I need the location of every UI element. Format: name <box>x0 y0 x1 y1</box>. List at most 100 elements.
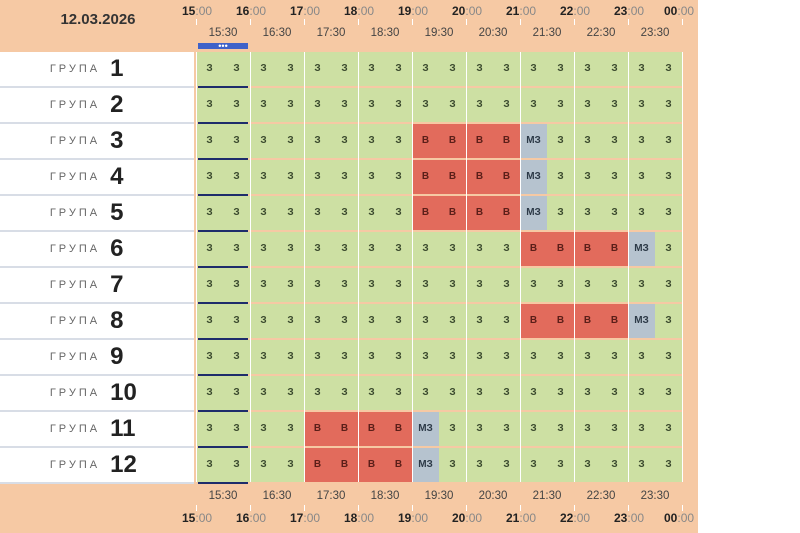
group-row-label[interactable]: ГРУПА 9 <box>0 340 194 376</box>
slot-cell[interactable]: З <box>331 196 358 230</box>
slot-cell[interactable]: МЗ <box>412 412 439 446</box>
slot-cell[interactable]: В <box>304 412 331 446</box>
slot-cell[interactable]: МЗ <box>628 232 655 266</box>
slot-cell[interactable]: З <box>466 232 493 266</box>
slot-cell[interactable]: З <box>196 412 223 446</box>
slot-cell[interactable]: З <box>574 268 601 302</box>
slot-cell[interactable]: З <box>439 52 466 86</box>
slot-cell[interactable]: З <box>250 412 277 446</box>
slot-cell[interactable]: В <box>385 412 412 446</box>
slot-cell[interactable]: З <box>250 196 277 230</box>
slot-cell[interactable]: З <box>493 88 520 122</box>
slot-cell[interactable]: З <box>223 304 250 338</box>
slot-cell[interactable]: З <box>412 268 439 302</box>
slot-cell[interactable]: З <box>520 88 547 122</box>
slot-cell[interactable]: З <box>493 52 520 86</box>
slot-cell[interactable]: З <box>385 88 412 122</box>
slot-cell[interactable]: З <box>304 160 331 194</box>
slot-cell[interactable]: З <box>304 340 331 374</box>
slot-cell[interactable]: З <box>493 412 520 446</box>
slot-cell[interactable]: З <box>277 448 304 482</box>
slot-cell[interactable]: З <box>331 232 358 266</box>
slot-cell[interactable]: З <box>223 124 250 158</box>
slot-cell[interactable]: З <box>439 232 466 266</box>
slot-cell[interactable]: З <box>412 304 439 338</box>
slot-cell[interactable]: З <box>277 268 304 302</box>
slot-cell[interactable]: З <box>304 376 331 410</box>
slot-cell[interactable]: З <box>250 160 277 194</box>
slot-cell[interactable]: З <box>601 340 628 374</box>
slot-cell[interactable]: З <box>358 88 385 122</box>
slot-cell[interactable]: З <box>655 340 682 374</box>
slot-cell[interactable]: З <box>601 412 628 446</box>
slot-cell[interactable]: З <box>439 448 466 482</box>
slot-cell[interactable]: З <box>574 88 601 122</box>
slot-cell[interactable]: З <box>466 448 493 482</box>
slot-cell[interactable]: В <box>574 232 601 266</box>
slot-cell[interactable]: МЗ <box>412 448 439 482</box>
slot-cell[interactable]: З <box>601 88 628 122</box>
slot-cell[interactable]: З <box>223 412 250 446</box>
slot-cell[interactable]: З <box>412 376 439 410</box>
group-row-label[interactable]: ГРУПА 2 <box>0 88 194 124</box>
slot-cell[interactable]: З <box>304 88 331 122</box>
slot-cell[interactable]: З <box>223 52 250 86</box>
slot-cell[interactable]: З <box>628 196 655 230</box>
slot-cell[interactable]: З <box>331 340 358 374</box>
group-row-label[interactable]: ГРУПА 6 <box>0 232 194 268</box>
slot-cell[interactable]: В <box>331 412 358 446</box>
slot-cell[interactable]: З <box>277 160 304 194</box>
slot-cell[interactable]: З <box>331 88 358 122</box>
slot-cell[interactable]: З <box>331 52 358 86</box>
slot-cell[interactable]: З <box>358 340 385 374</box>
slot-cell[interactable]: З <box>277 124 304 158</box>
slot-cell[interactable]: З <box>601 160 628 194</box>
slot-cell[interactable]: З <box>547 376 574 410</box>
slot-cell[interactable]: З <box>601 52 628 86</box>
slot-cell[interactable]: З <box>439 304 466 338</box>
slot-cell[interactable]: З <box>277 196 304 230</box>
slot-cell[interactable]: З <box>547 52 574 86</box>
slot-cell[interactable]: В <box>601 232 628 266</box>
slot-cell[interactable]: З <box>331 268 358 302</box>
slot-cell[interactable]: В <box>574 304 601 338</box>
slot-cell[interactable]: З <box>655 196 682 230</box>
slot-cell[interactable]: В <box>331 448 358 482</box>
slot-cell[interactable]: З <box>196 124 223 158</box>
slot-cell[interactable]: З <box>628 340 655 374</box>
slot-cell[interactable]: З <box>412 340 439 374</box>
group-row-label[interactable]: ГРУПА 8 <box>0 304 194 340</box>
slot-cell[interactable]: З <box>358 232 385 266</box>
slot-cell[interactable]: В <box>304 448 331 482</box>
slot-cell[interactable]: З <box>223 196 250 230</box>
slot-cell[interactable]: З <box>196 232 223 266</box>
slot-cell[interactable]: З <box>196 268 223 302</box>
slot-cell[interactable]: В <box>412 196 439 230</box>
slot-cell[interactable]: З <box>439 268 466 302</box>
slot-cell[interactable]: В <box>547 232 574 266</box>
group-row-label[interactable]: ГРУПА 12 <box>0 448 194 484</box>
slot-cell[interactable]: З <box>628 124 655 158</box>
slot-cell[interactable]: З <box>466 304 493 338</box>
slot-cell[interactable]: З <box>628 268 655 302</box>
slot-cell[interactable]: В <box>547 304 574 338</box>
slot-cell[interactable]: З <box>574 52 601 86</box>
slot-cell[interactable]: З <box>547 340 574 374</box>
slot-cell[interactable]: З <box>574 376 601 410</box>
slot-cell[interactable]: З <box>277 232 304 266</box>
slot-cell[interactable]: З <box>655 124 682 158</box>
slot-cell[interactable]: З <box>223 232 250 266</box>
slot-cell[interactable]: З <box>304 196 331 230</box>
slot-cell[interactable]: З <box>574 340 601 374</box>
slot-cell[interactable]: В <box>466 196 493 230</box>
slot-cell[interactable]: З <box>601 376 628 410</box>
slot-cell[interactable]: З <box>304 232 331 266</box>
slot-cell[interactable]: З <box>493 376 520 410</box>
slot-cell[interactable]: З <box>439 376 466 410</box>
group-row-label[interactable]: ГРУПА 4 <box>0 160 194 196</box>
slot-cell[interactable]: З <box>304 304 331 338</box>
slot-cell[interactable]: З <box>601 448 628 482</box>
slot-cell[interactable]: МЗ <box>520 160 547 194</box>
slot-cell[interactable]: З <box>628 448 655 482</box>
slot-cell[interactable]: В <box>358 448 385 482</box>
